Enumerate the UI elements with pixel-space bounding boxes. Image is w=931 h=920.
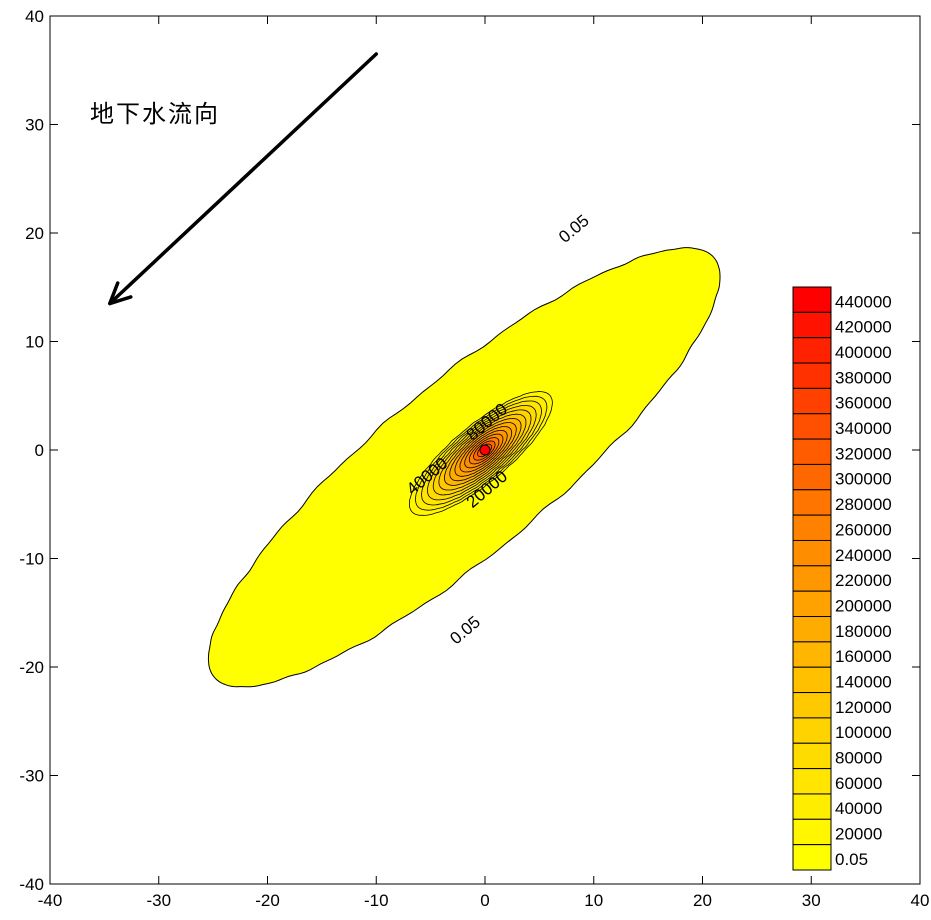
colorbar-swatch	[792, 387, 832, 415]
colorbar-swatch	[792, 286, 832, 313]
colorbar-label: 380000	[835, 368, 892, 387]
colorbar-label: 260000	[835, 520, 892, 539]
contour-label: 0.05	[555, 211, 593, 247]
colorbar-label: 300000	[835, 470, 892, 489]
colorbar-swatch	[792, 742, 832, 770]
flow-arrow-shaft	[108, 52, 378, 306]
y-tick-label: -40	[19, 875, 44, 894]
y-tick-label: -10	[19, 550, 44, 569]
colorbar-label: 320000	[835, 444, 892, 463]
colorbar-swatch	[792, 311, 832, 339]
x-tick-label: -10	[364, 891, 389, 910]
colorbar-swatch	[792, 489, 832, 516]
y-tick-label: -30	[19, 767, 44, 786]
colorbar-label: 440000	[835, 292, 892, 311]
colorbar-swatch	[792, 717, 832, 744]
colorbar-label: 400000	[835, 343, 892, 362]
colorbar-label: 20000	[835, 825, 882, 844]
colorbar-swatch	[792, 666, 832, 694]
x-tick-label: -20	[255, 891, 280, 910]
colorbar-label: 80000	[835, 749, 882, 768]
contour-peak	[479, 444, 491, 456]
colorbar-label: 40000	[835, 799, 882, 818]
colorbar-label: 280000	[835, 495, 892, 514]
colorbar-label: 60000	[835, 774, 882, 793]
y-tick-label: 30	[25, 116, 44, 135]
colorbar-swatch	[792, 438, 832, 465]
x-tick-label: 20	[693, 891, 712, 910]
colorbar-swatch	[792, 590, 832, 618]
x-tick-label: -30	[146, 891, 171, 910]
flow-arrow-head	[108, 281, 133, 306]
y-tick-label: 10	[25, 333, 44, 352]
colorbar-swatch	[792, 768, 832, 795]
colorbar-swatch	[792, 362, 832, 389]
flow-direction-annotation: 地下水流向	[90, 52, 378, 306]
x-tick-label: 10	[584, 891, 603, 910]
colorbar-label: 100000	[835, 723, 892, 742]
x-tick-label: 0	[480, 891, 489, 910]
colorbar-label: 160000	[835, 647, 892, 666]
flow-direction-label: 地下水流向	[90, 100, 220, 128]
colorbar-label: 120000	[835, 698, 892, 717]
colorbar-swatch	[792, 818, 832, 846]
colorbar-swatch	[792, 641, 832, 668]
colorbar-swatch	[792, 565, 832, 592]
colorbar-swatch	[792, 692, 832, 719]
colorbar-label: 180000	[835, 622, 892, 641]
contour-label: 0.05	[446, 612, 484, 648]
y-tick-label: 40	[25, 7, 44, 26]
colorbar-label: 0.05	[835, 850, 868, 869]
colorbar-label: 140000	[835, 672, 892, 691]
y-tick-label: 0	[35, 441, 44, 460]
colorbar-label: 200000	[835, 596, 892, 615]
colorbar-label: 240000	[835, 546, 892, 565]
y-tick-label: 20	[25, 224, 44, 243]
colorbar-swatch	[792, 844, 832, 871]
colorbar-label: 340000	[835, 419, 892, 438]
colorbar-swatch	[792, 793, 832, 820]
colorbar-swatch	[792, 337, 832, 364]
colorbar-swatch	[792, 463, 832, 491]
axes: -40 -30 -20 -10 0 10 20 30 40 -40 -30 -20 -10 0 10 20 30…	[19, 7, 929, 910]
y-tick-label: -20	[19, 658, 44, 677]
colorbar-swatch	[792, 514, 832, 541]
colorbar-swatch	[792, 413, 832, 440]
colorbar-label: 360000	[835, 394, 892, 413]
x-tick-label: 30	[802, 891, 821, 910]
colorbar: 440000 420000 400000 380000 360000 340000 3200…	[792, 286, 892, 871]
colorbar-swatch	[792, 616, 832, 643]
colorbar-swatch	[792, 539, 832, 567]
colorbar-label: 220000	[835, 571, 892, 590]
x-tick-label: -40	[38, 891, 63, 910]
x-tick-label: 40	[911, 891, 930, 910]
colorbar-label: 420000	[835, 318, 892, 337]
